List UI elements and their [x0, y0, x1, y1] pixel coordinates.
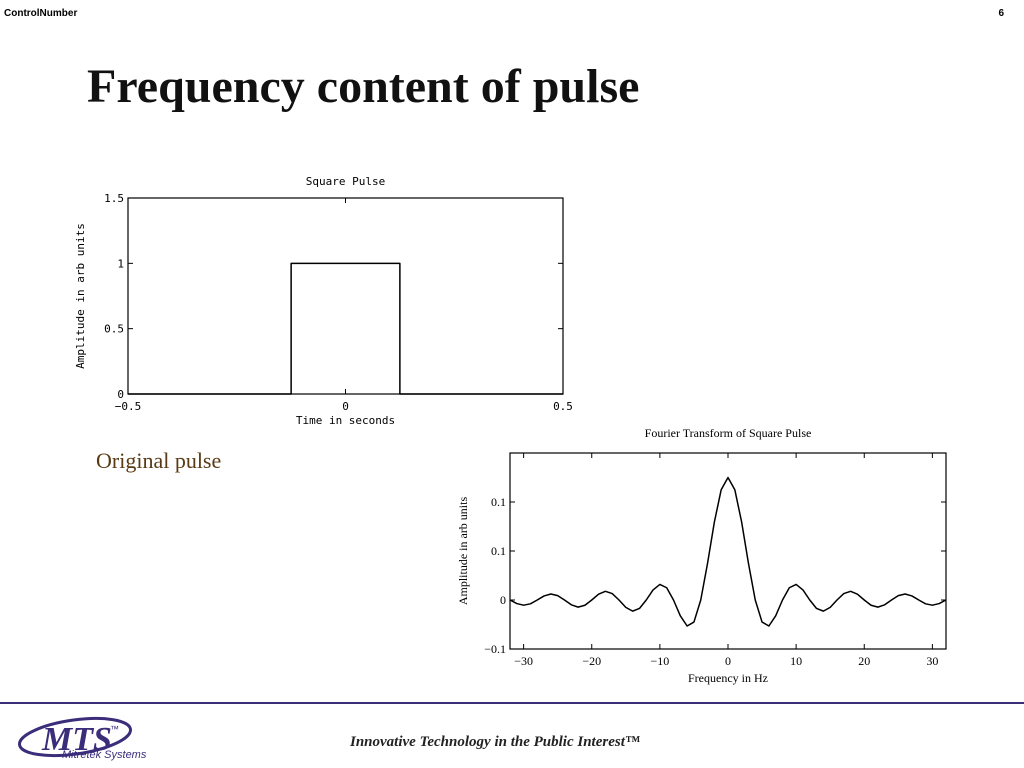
data-line — [128, 262, 563, 395]
y-tick-label: 0 — [500, 593, 506, 607]
x-tick-label: 0 — [725, 654, 731, 668]
y-axis-label: Amplitude in arb units — [456, 497, 470, 606]
x-tick-label: 20 — [858, 654, 870, 668]
logo-swoosh — [17, 716, 133, 758]
logo-subtitle: Mitretek Systems — [62, 749, 147, 761]
x-tick-label: 0 — [342, 400, 349, 413]
x-tick-label: 0.5 — [553, 400, 573, 413]
y-tick-label: 0.5 — [104, 323, 124, 336]
control-number: ControlNumber — [4, 8, 77, 19]
logo: MTS — [41, 721, 112, 758]
y-tick-label: −0.1 — [484, 642, 506, 656]
y-tick-label: 1.5 — [104, 192, 124, 205]
slide-title: Frequency content of pulse — [87, 60, 639, 113]
x-tick-label: −0.5 — [115, 400, 142, 413]
x-axis-label: Time in seconds — [296, 414, 395, 427]
x-tick-label: −20 — [582, 654, 601, 668]
y-tick-label: 0.1 — [491, 544, 506, 558]
chart-title: Square Pulse — [306, 175, 385, 188]
x-tick-label: 10 — [790, 654, 802, 668]
tagline: Innovative Technology in the Public Inte… — [349, 734, 640, 750]
chart-title: Fourier Transform of Square Pulse — [645, 426, 812, 440]
y-tick-label: 0 — [117, 388, 124, 401]
y-tick-label: 0.1 — [491, 495, 506, 509]
page-number: 6 — [998, 8, 1004, 19]
y-tick-label: 1 — [117, 257, 124, 270]
x-axis-label: Frequency in Hz — [688, 671, 768, 685]
logo-mark: ™ — [110, 724, 119, 734]
x-tick-label: 30 — [926, 654, 938, 668]
y-axis-label: Amplitude in arb units — [74, 223, 87, 369]
x-tick-label: −10 — [650, 654, 669, 668]
data-line — [509, 476, 947, 627]
x-tick-label: −30 — [514, 654, 533, 668]
caption: Original pulse — [96, 448, 221, 473]
